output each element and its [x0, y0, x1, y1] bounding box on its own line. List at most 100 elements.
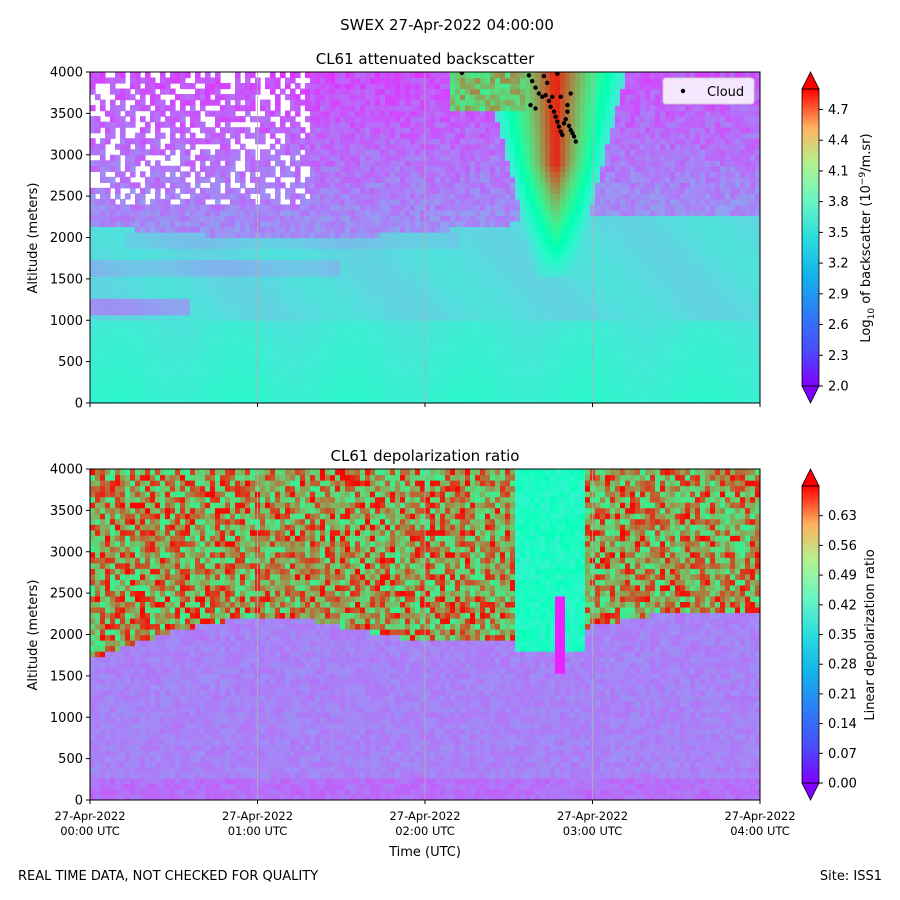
heatmap-cell	[240, 198, 246, 205]
heatmap-cell	[495, 303, 501, 310]
heatmap-cell	[115, 397, 121, 403]
heatmap-cell	[350, 397, 356, 403]
heatmap-cell	[160, 105, 166, 112]
heatmap-cell	[145, 270, 151, 277]
heatmap-cell	[100, 248, 106, 255]
heatmap-cell	[295, 347, 301, 354]
heatmap-cell	[360, 110, 366, 117]
heatmap-cell	[160, 375, 166, 382]
heatmap-cell	[115, 375, 121, 382]
heatmap-cell	[270, 171, 276, 178]
heatmap-cell	[520, 265, 526, 272]
heatmap-cell	[360, 83, 366, 90]
heatmap-cell	[155, 259, 161, 266]
heatmap-cell	[470, 292, 476, 299]
heatmap-cell	[535, 369, 541, 377]
heatmap-cell	[455, 149, 461, 156]
heatmap-cell	[500, 237, 506, 244]
heatmap-cell	[425, 193, 431, 200]
heatmap-cell	[485, 204, 491, 211]
heatmap-cell	[200, 358, 206, 365]
heatmap-cell	[185, 309, 191, 316]
heatmap-cell	[490, 165, 496, 172]
heatmap-cell	[365, 171, 371, 178]
heatmap-cell	[345, 171, 351, 178]
heatmap-cell	[250, 342, 256, 349]
heatmap-cell	[405, 127, 411, 134]
heatmap-cell	[290, 220, 296, 228]
heatmap-cell	[430, 226, 436, 233]
heatmap-cell	[205, 342, 211, 349]
heatmap-cell	[90, 358, 96, 365]
heatmap-cell	[205, 220, 211, 228]
heatmap-cell	[120, 171, 126, 178]
heatmap-cell	[235, 105, 241, 112]
heatmap-cell	[465, 292, 471, 299]
heatmap-cell	[340, 127, 346, 134]
heatmap-cell	[385, 198, 391, 205]
heatmap-cell	[330, 347, 336, 354]
heatmap-cell	[385, 281, 391, 288]
heatmap-cell	[480, 231, 486, 239]
heatmap-cell	[355, 160, 361, 167]
heatmap-cell	[160, 198, 166, 205]
heatmap-cell	[240, 127, 246, 134]
heatmap-cell	[490, 375, 496, 382]
heatmap-cell	[170, 121, 176, 128]
heatmap-cell	[485, 231, 491, 239]
heatmap-cell	[525, 182, 531, 189]
heatmap-cell	[300, 231, 306, 239]
heatmap-cell	[95, 259, 101, 266]
heatmap-cell	[480, 386, 486, 393]
heatmap-cell	[405, 198, 411, 205]
heatmap-cell	[470, 77, 476, 84]
heatmap-cell	[350, 342, 356, 349]
heatmap-cell	[300, 154, 306, 161]
heatmap-cell	[165, 358, 171, 365]
heatmap-cell	[220, 165, 226, 172]
heatmap-cell	[485, 386, 491, 393]
heatmap-cell	[150, 88, 156, 95]
heatmap-cell	[440, 215, 446, 222]
heatmap-cell	[450, 176, 456, 183]
heatmap-cell	[410, 132, 416, 139]
heatmap-cell	[430, 182, 436, 189]
heatmap-cell	[455, 386, 461, 393]
heatmap-cell	[390, 187, 396, 194]
heatmap-cell	[170, 110, 176, 117]
heatmap-cell	[365, 397, 371, 403]
heatmap-cell	[435, 138, 441, 145]
heatmap-cell	[460, 287, 466, 294]
heatmap-cell	[165, 342, 171, 349]
heatmap-cell	[505, 209, 511, 217]
heatmap-cell	[275, 292, 281, 299]
heatmap-cell	[230, 116, 236, 123]
heatmap-cell	[525, 226, 531, 233]
heatmap-cell	[175, 347, 181, 354]
heatmap-cell	[400, 110, 406, 117]
heatmap-cell	[490, 231, 496, 239]
heatmap-cell	[340, 88, 346, 95]
heatmap-cell	[180, 226, 186, 233]
heatmap-cell	[325, 314, 331, 321]
heatmap-cell	[535, 325, 541, 332]
heatmap-cell	[285, 187, 291, 194]
heatmap-cell	[470, 325, 476, 332]
heatmap-cell	[115, 182, 121, 189]
heatmap-cell	[90, 336, 96, 343]
heatmap-cell	[160, 314, 166, 321]
heatmap-cell	[460, 259, 466, 266]
heatmap-cell	[475, 320, 481, 327]
heatmap-cell	[525, 154, 531, 161]
heatmap-cell	[350, 309, 356, 316]
heatmap-cell	[365, 364, 371, 371]
heatmap-cell	[295, 292, 301, 299]
heatmap-cell	[225, 220, 231, 228]
heatmap-cell	[230, 215, 236, 222]
heatmap-cell	[130, 209, 136, 217]
heatmap-cell	[445, 320, 451, 327]
heatmap-cell	[180, 303, 186, 310]
heatmap-cell	[460, 143, 466, 150]
heatmap-cell	[250, 215, 256, 222]
heatmap-cell	[135, 220, 141, 228]
